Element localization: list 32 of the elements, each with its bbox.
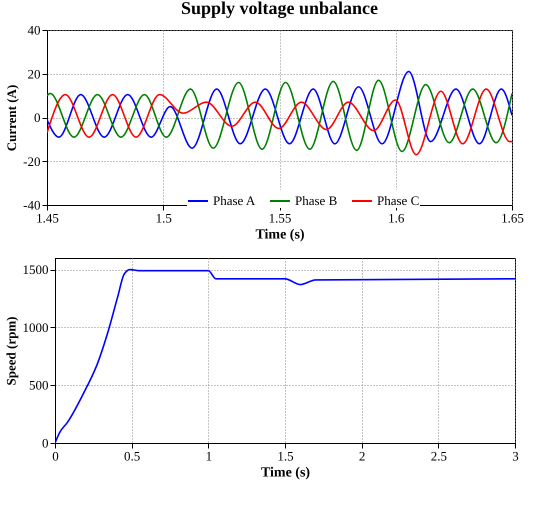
- y-tick-label: 20: [28, 66, 40, 82]
- x-tick-label: 0: [52, 448, 59, 464]
- x-tick-label: 3: [512, 448, 519, 464]
- y-tick-label: 500: [29, 378, 48, 393]
- line-series: [47, 80, 512, 152]
- x-tick-label: 1.5: [156, 210, 172, 226]
- x-tick-label: 1.55: [268, 210, 292, 226]
- x-tick-label: 0.5: [124, 448, 140, 464]
- y-axis-title: Current (A): [4, 84, 20, 152]
- x-tick-label: 1.5: [277, 448, 294, 464]
- y-tick-label: 40: [28, 22, 40, 38]
- y-tick-label: 0: [34, 110, 40, 125]
- x-tick-label: 1: [206, 448, 212, 464]
- line-series: [47, 88, 512, 156]
- y-tick-label: -20: [23, 154, 40, 169]
- chart-title: Supply voltage unbalance: [180, 0, 378, 18]
- y-tick-label: 1000: [22, 320, 48, 335]
- x-tick-label: 2.5: [430, 448, 447, 464]
- legend-label: Phase A: [213, 193, 256, 208]
- legend-label: Phase B: [295, 193, 338, 208]
- x-axis-title: Time (s): [255, 228, 305, 242]
- y-tick-label: 0: [42, 436, 48, 450]
- legend-label: Phase C: [377, 193, 420, 208]
- x-tick-label: 1.45: [36, 210, 59, 226]
- line-series: [47, 70, 512, 149]
- y-tick-label: -40: [23, 198, 40, 212]
- x-axis-title: Time (s): [260, 466, 310, 480]
- x-tick-label: 2: [358, 448, 366, 464]
- y-tick-label: 1500: [22, 262, 48, 278]
- x-tick-label: 1.65: [501, 210, 524, 226]
- x-tick-label: 1.6: [388, 210, 405, 226]
- y-axis-title: Speed (rpm): [4, 316, 18, 386]
